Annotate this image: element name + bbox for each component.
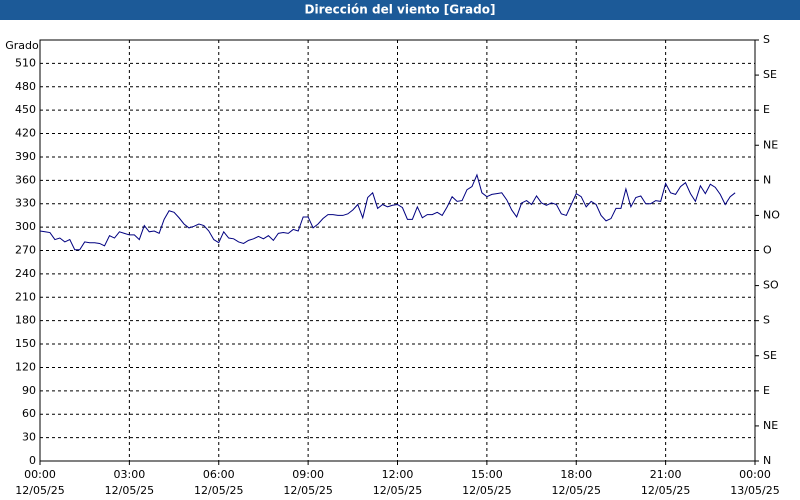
y-tick-label: 390	[15, 150, 36, 163]
y-tick-label: 300	[15, 220, 36, 233]
y-tick-label: 30	[22, 431, 36, 444]
x-tick-label: 00:00	[24, 468, 56, 481]
x-tick-date: 12/05/25	[15, 484, 64, 497]
y-tick-label: 420	[15, 127, 36, 140]
x-tick-date: 12/05/25	[283, 484, 332, 497]
y-tick-label: 150	[15, 337, 36, 350]
y2-tick-label: NE	[763, 419, 778, 432]
x-tick-date: 12/05/25	[105, 484, 154, 497]
x-tick-label: 03:00	[114, 468, 146, 481]
y2-tick-label: S	[763, 33, 770, 46]
y-tick-label: 330	[15, 197, 36, 210]
title-bar	[0, 0, 800, 20]
x-tick-date: 12/05/25	[462, 484, 511, 497]
y2-tick-label: SE	[763, 349, 777, 362]
x-tick-label: 18:00	[560, 468, 592, 481]
y2-tick-label: E	[763, 384, 770, 397]
x-tick-label: 12:00	[382, 468, 414, 481]
y2-tick-label: SO	[763, 279, 779, 292]
plot-frame	[39, 39, 756, 462]
x-tick-label: 00:00	[739, 468, 771, 481]
y2-tick-label: NE	[763, 138, 778, 151]
x-tick-date: 12/05/25	[373, 484, 422, 497]
y2-tick-label: NO	[763, 208, 780, 221]
y2-tick-label: SE	[763, 68, 777, 81]
data-line	[39, 173, 736, 251]
x-tick-label: 21:00	[650, 468, 682, 481]
y-tick-label: 210	[15, 290, 36, 303]
x-tick-date: 12/05/25	[552, 484, 601, 497]
y2-tick-label: E	[763, 103, 770, 116]
x-tick-label: 15:00	[471, 468, 503, 481]
y-tick-label: 240	[15, 267, 36, 280]
y2-tick-label: N	[763, 173, 771, 186]
y2-tick-label: O	[763, 244, 772, 257]
y-tick-label: 270	[15, 244, 36, 257]
y-tick-label: 450	[15, 103, 36, 116]
y-tick-label: 510	[15, 56, 36, 69]
y-tick-label: 0	[29, 454, 36, 467]
chart-title: Dirección del viento [Grado]	[305, 3, 496, 17]
y-tick-label: 360	[15, 173, 36, 186]
y2-tick-label: S	[763, 314, 770, 327]
x-tick-label: 06:00	[203, 468, 235, 481]
x-tick-date: 12/05/25	[194, 484, 243, 497]
y-tick-label: 480	[15, 80, 36, 93]
x-tick-label: 09:00	[292, 468, 324, 481]
y-tick-label: 180	[15, 314, 36, 327]
x-tick-date: 12/05/25	[641, 484, 690, 497]
y-axis-label: Grado	[5, 39, 39, 52]
y-tick-label: 60	[22, 407, 36, 420]
y2-tick-label: N	[763, 454, 771, 467]
y-tick-label: 120	[15, 360, 36, 373]
y-tick-label: 90	[22, 384, 36, 397]
x-tick-date: 13/05/25	[730, 484, 779, 497]
